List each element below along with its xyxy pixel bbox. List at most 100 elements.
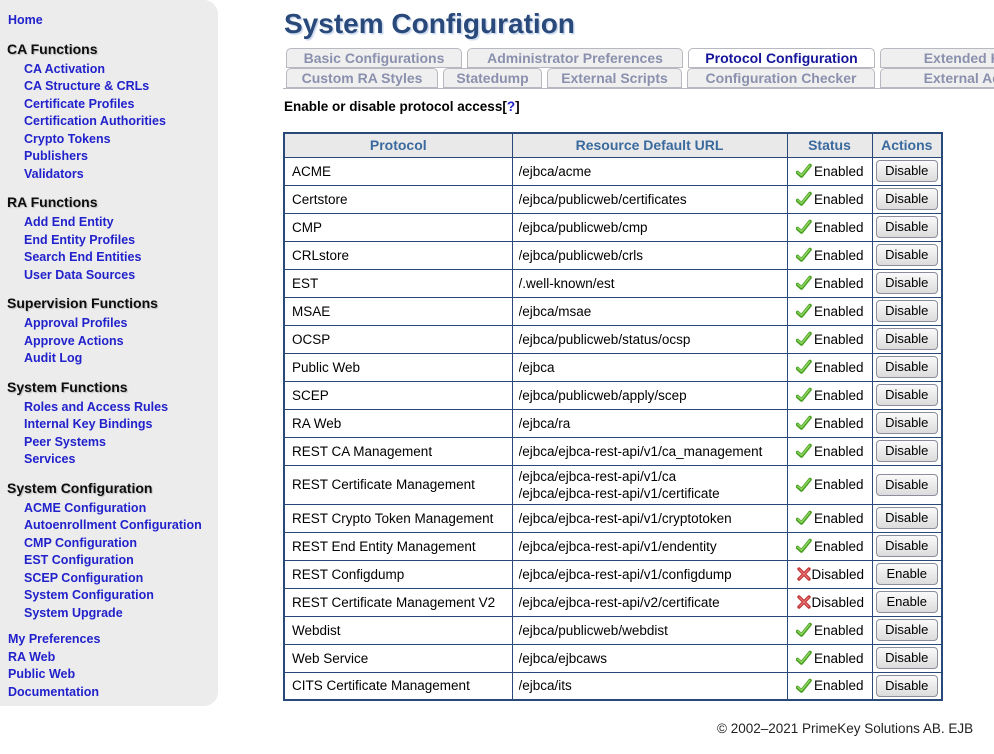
tab-configuration-checker[interactable]: Configuration Checker <box>687 68 875 88</box>
protocol-table-body: ACME/ejbca/acme Enabled Disable Certstore/e… <box>283 156 943 701</box>
sidebar-item-validators[interactable]: Validators <box>24 166 84 181</box>
sidebar-item-ca-activation[interactable]: CA Activation <box>24 61 106 76</box>
status-text: Enabled <box>813 538 864 554</box>
status-text: Enabled <box>813 247 864 263</box>
url-line: /.well-known/est <box>518 275 615 291</box>
disable-button[interactable]: Disable <box>875 412 938 434</box>
status-cell: Enabled <box>786 268 873 298</box>
disable-button[interactable]: Disable <box>875 356 938 378</box>
protocol-name: ACME <box>283 156 513 186</box>
status-badge: Enabled <box>794 219 866 235</box>
action-cell: Disable <box>871 184 943 214</box>
check-icon <box>795 331 812 347</box>
sidebar-item-certification-authorities[interactable]: Certification Authorities <box>24 114 166 128</box>
table-row: SCEP/ejbca/publicweb/apply/scep Enabled Di… <box>283 380 943 410</box>
tab-row-1: Basic Configurations Administrator Prefer… <box>286 48 994 68</box>
sidebar-item-cmp-configuration[interactable]: CMP Configuration <box>24 535 137 550</box>
sidebar-item-approval-profiles[interactable]: Approval Profiles <box>24 316 128 330</box>
sidebar-item-peer-systems[interactable]: Peer Systems <box>24 434 107 449</box>
sidebar-item-publishers[interactable]: Publishers <box>24 149 88 163</box>
status-cell: Enabled <box>786 615 873 645</box>
table-row: REST Configdump/ejbca/ejbca-rest-api/v1/… <box>283 559 943 589</box>
resource-url-cell: /ejbca/ejbca-rest-api/v1/ca_management <box>511 436 788 466</box>
sidebar-item-ra-web[interactable]: RA Web <box>8 649 56 664</box>
enable-button[interactable]: Enable <box>875 591 938 613</box>
check-icon <box>795 443 812 459</box>
sidebar-item-services[interactable]: Services <box>24 452 76 466</box>
sidebar-item-search-end-entities[interactable]: Search End Entities <box>24 250 142 264</box>
action-cell: Disable <box>871 352 943 382</box>
tab-basic-configurations[interactable]: Basic Configurations <box>286 48 462 68</box>
tab-administrator-preferences[interactable]: Administrator Preferences <box>467 48 683 68</box>
sidebar-item-approve-actions[interactable]: Approve Actions <box>24 333 124 348</box>
disable-button[interactable]: Disable <box>875 473 938 496</box>
disable-button[interactable]: Disable <box>875 507 938 529</box>
tab-extended-key[interactable]: Extended Key <box>880 48 994 68</box>
disable-button[interactable]: Disable <box>875 188 938 210</box>
disable-button[interactable]: Disable <box>875 647 938 669</box>
sidebar-item-scep-configuration[interactable]: SCEP Configuration <box>24 570 144 585</box>
sidebar-item-documentation[interactable]: Documentation <box>8 684 99 699</box>
help-link[interactable]: ? <box>506 99 516 114</box>
sidebar-item-add-end-entity[interactable]: Add End Entity <box>24 215 114 229</box>
status-badge: Enabled <box>794 359 866 375</box>
disable-button[interactable]: Disable <box>875 272 938 294</box>
resource-url-cell: /ejbca/publicweb/cmp <box>511 212 788 242</box>
sidebar-item-ca-structure-crls[interactable]: CA Structure & CRLs <box>24 79 150 93</box>
sidebar-item-home[interactable]: Home <box>8 13 43 27</box>
sidebar-item-roles-and-access-rules[interactable]: Roles and Access Rules <box>24 399 169 414</box>
sidebar-section-system-configuration: System Configuration <box>7 479 153 496</box>
tab-protocol-configuration[interactable]: Protocol Configuration <box>688 48 875 68</box>
table-row: RA Web/ejbca/ra Enabled Disable <box>283 408 943 438</box>
url-line: /ejbca/ejbca-rest-api/v1/endentity <box>518 538 717 554</box>
sidebar-item-internal-key-bindings[interactable]: Internal Key Bindings <box>24 417 153 431</box>
status-text: Enabled <box>813 275 864 291</box>
resource-url-cell: /ejbca/ejbca-rest-api/v2/certificate <box>511 587 788 617</box>
help-open-bracket: [ <box>502 99 507 114</box>
table-row: CRLstore/ejbca/publicweb/crls Enabled Disa… <box>283 240 943 270</box>
sidebar-item-public-web[interactable]: Public Web <box>8 667 76 681</box>
tab-statedump[interactable]: Statedump <box>443 68 542 88</box>
disable-button[interactable]: Disable <box>875 674 938 697</box>
sidebar-item-system-configuration[interactable]: System Configuration <box>24 588 154 602</box>
sidebar-item-certificate-profiles[interactable]: Certificate Profiles <box>24 96 135 111</box>
disable-button[interactable]: Disable <box>875 328 938 350</box>
sidebar-item-est-configuration[interactable]: EST Configuration <box>24 553 134 567</box>
sidebar-item-system-upgrade[interactable]: System Upgrade <box>24 605 123 620</box>
disable-button[interactable]: Disable <box>875 384 938 406</box>
table-row: OCSP/ejbca/publicweb/status/ocsp Enabled D… <box>283 324 943 354</box>
sidebar-item-audit-log[interactable]: Audit Log <box>24 351 83 365</box>
disable-button[interactable]: Disable <box>875 619 938 641</box>
sidebar-item-acme-configuration[interactable]: ACME Configuration <box>24 500 147 515</box>
sidebar-item-autoenrollment-configuration[interactable]: Autoenrollment Configuration <box>24 518 202 532</box>
disable-button[interactable]: Disable <box>875 160 938 182</box>
disable-button[interactable]: Disable <box>875 244 938 266</box>
table-row: REST Crypto Token Management/ejbca/ejbca… <box>283 503 943 533</box>
action-cell: Disable <box>871 503 943 533</box>
action-cell: Disable <box>871 531 943 561</box>
disable-button[interactable]: Disable <box>875 535 938 557</box>
sidebar-item-crypto-tokens[interactable]: Crypto Tokens <box>24 131 111 146</box>
disable-button[interactable]: Disable <box>875 440 938 462</box>
sidebar-item-my-preferences[interactable]: My Preferences <box>8 632 101 646</box>
main-content: System Configuration Basic Configuration… <box>283 0 994 701</box>
sidebar-item-user-data-sources[interactable]: User Data Sources <box>24 267 136 282</box>
protocol-name: REST Configdump <box>283 559 513 589</box>
enable-button[interactable]: Enable <box>875 563 938 585</box>
tab-external-acco[interactable]: External Acco <box>880 68 994 88</box>
status-badge: Enabled <box>794 415 866 431</box>
protocol-name: REST Certificate Management V2 <box>283 587 513 617</box>
sidebar-item-end-entity-profiles[interactable]: End Entity Profiles <box>24 232 136 247</box>
page-title: System Configuration <box>284 8 575 39</box>
tab-external-scripts[interactable]: External Scripts <box>547 68 682 88</box>
disable-button[interactable]: Disable <box>875 216 938 238</box>
protocol-name: REST End Entity Management <box>283 531 513 561</box>
sidebar-section-ca-functions: CA Functions <box>7 40 98 57</box>
table-row: REST Certificate Management V2/ejbca/ejb… <box>283 587 943 617</box>
status-cell: Enabled <box>786 531 873 561</box>
tab-custom-ra-styles[interactable]: Custom RA Styles <box>286 68 438 88</box>
resource-url-cell: /ejbca <box>511 352 788 382</box>
url-line: /ejbca/publicweb/certificates <box>518 191 687 207</box>
disable-button[interactable]: Disable <box>875 300 938 322</box>
action-cell: Enable <box>871 559 943 589</box>
